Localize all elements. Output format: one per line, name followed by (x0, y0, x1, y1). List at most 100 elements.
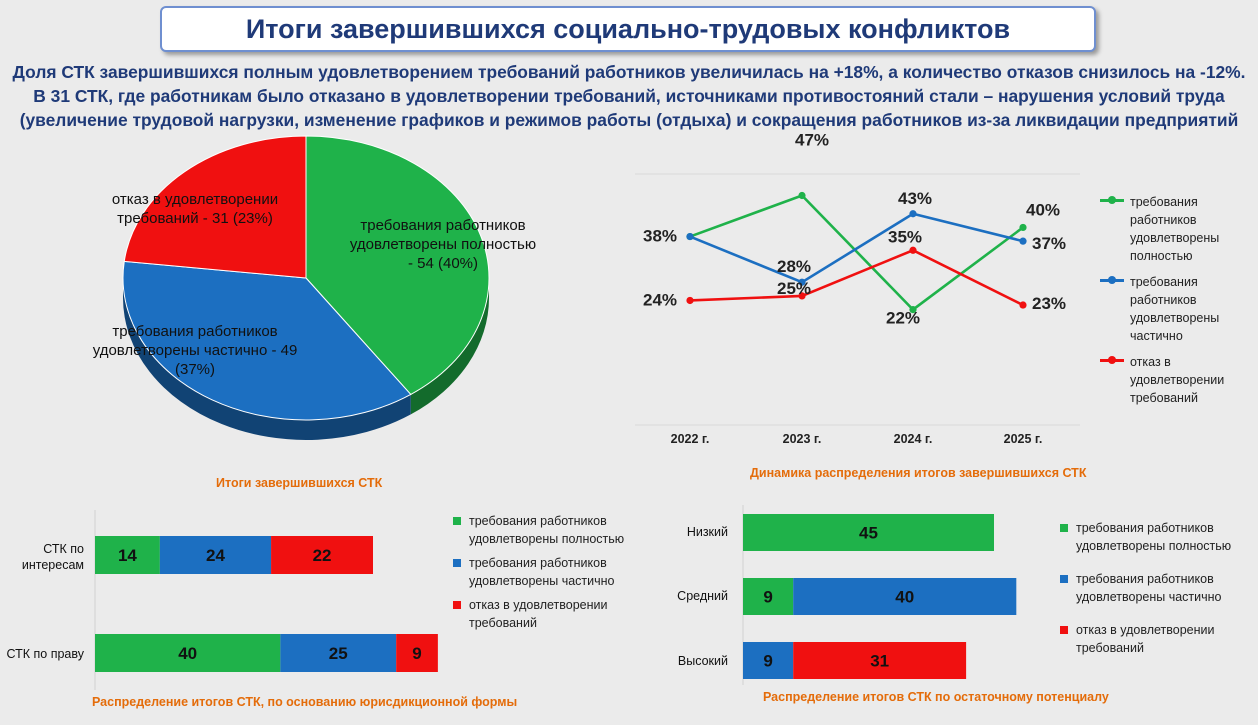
line-data-label: 47% (795, 131, 829, 150)
summary-line-1: Доля СТК завершившихся полным удовлетвор… (12, 62, 1246, 82)
bar1-category-law: СТК по праву (6, 647, 84, 661)
bar-value-label: 45 (859, 524, 878, 543)
summary-line-3: (увеличение трудовой нагрузки, изменение… (19, 110, 1239, 130)
bar-value-label: 25 (329, 644, 348, 663)
legend-label: отказ в удовлетворении требований (469, 598, 608, 630)
bar-value-label: 9 (763, 652, 772, 671)
legend-item-full: требования работников удовлетворены полн… (1100, 193, 1250, 265)
line-data-label: 28% (777, 257, 811, 276)
legend-label: отказ в удовлетворении требований (1130, 355, 1225, 405)
line-data-label: 37% (1032, 234, 1066, 253)
bar2-category-medium: Средний (677, 589, 728, 603)
legend-label: требования работников удовлетворены полн… (1130, 195, 1220, 263)
summary-line-2: В 31 СТК, где работникам было отказано в… (33, 86, 1225, 106)
line-x-tick: 2024 г. (894, 432, 933, 446)
stacked-bar-segment (793, 642, 967, 679)
stacked-bar-segment (159, 536, 272, 574)
legend-swatch (453, 601, 461, 609)
legend-item-partial: требования работников удовлетворены част… (1060, 570, 1250, 606)
bar1-legend: требования работников удовлетворены полн… (453, 512, 633, 632)
legend-label: требования работников удовлетворены част… (1076, 572, 1222, 604)
stacked-bar-segment (743, 642, 794, 679)
bar-value-label: 14 (118, 546, 137, 565)
legend-label: требования работников удовлетворены полн… (469, 514, 625, 546)
legend-swatch (1060, 575, 1068, 583)
stacked-bar-segment (743, 514, 994, 551)
bar-value-label: 31 (870, 652, 889, 671)
legend-swatch (453, 517, 461, 525)
line-point (909, 246, 917, 254)
stacked-bar-segment (95, 634, 281, 672)
line-point (798, 292, 806, 300)
pie-label-green: требования работников удовлетворены полн… (349, 217, 537, 272)
legend-item-refusal: отказ в удовлетворении требований (453, 596, 633, 632)
bar-value-label: 9 (412, 644, 421, 663)
bar2-caption: Распределение итогов СТК по остаточному … (763, 690, 1109, 704)
bar-value-label: 40 (178, 644, 197, 663)
line-point (686, 296, 694, 305)
line-caption: Динамика распределения итогов завершивши… (750, 466, 1087, 480)
bar2-category-high: Высокий (677, 654, 728, 668)
bar-value-label: 40 (895, 588, 914, 607)
bar1-category-interests: СТК по интересам (21, 542, 84, 572)
pie-caption: Итоги завершившихся СТК (216, 476, 383, 490)
line-point (1019, 301, 1027, 309)
line-data-label: 43% (898, 189, 932, 208)
line-data-label: 25% (777, 279, 811, 298)
line-data-label: 22% (886, 309, 920, 328)
line-point (909, 306, 917, 314)
pie-label-red: отказ в удовлетворении требований - 31 (… (111, 191, 279, 227)
line-x-tick: 2025 г. (1004, 432, 1043, 446)
legend-swatch (1060, 626, 1068, 634)
line-data-label: 40% (1026, 200, 1060, 219)
bar-value-label: 9 (763, 588, 772, 607)
bar-value-label: 24 (206, 546, 225, 565)
legend-item-full: требования работников удовлетворены полн… (1060, 519, 1250, 555)
line-x-tick: 2023 г. (783, 432, 822, 446)
pie-slice (123, 135, 307, 279)
legend-swatch (1100, 276, 1124, 284)
pie-slice-side (410, 278, 489, 415)
stacked-bar-segment (743, 578, 794, 615)
legend-swatch (1100, 196, 1124, 204)
legend-item-refusal: отказ в удовлетворении требований (1060, 621, 1250, 657)
line-data-label: 38% (643, 227, 677, 246)
line-x-tick: 2022 г. (671, 432, 710, 446)
legend-item-partial: требования работников удовлетворены част… (1100, 273, 1250, 345)
line-point (1019, 223, 1027, 232)
stacked-bar-segment (95, 536, 160, 574)
legend-swatch (453, 559, 461, 567)
summary-text: Доля СТК завершившихся полным удовлетвор… (0, 60, 1258, 132)
pie-slice (122, 260, 412, 421)
line-data-label: 23% (1032, 294, 1066, 313)
line-series (689, 212, 1024, 284)
legend-swatch (1060, 524, 1068, 532)
line-point (686, 232, 694, 241)
legend-label: требования работников удовлетворены част… (469, 556, 615, 588)
bar1-caption: Распределение итогов СТК, по основанию ю… (92, 695, 518, 709)
legend-item-full: требования работников удовлетворены полн… (453, 512, 633, 548)
line-series (689, 193, 1024, 312)
line-data-label: 24% (643, 290, 677, 309)
line-series (689, 248, 1024, 307)
legend-label: требования работников удовлетворены част… (1130, 275, 1220, 343)
legend-label: отказ в удовлетворении требований (1076, 623, 1215, 655)
stacked-bar-segment (793, 578, 1017, 615)
pie-slice-side (122, 278, 411, 440)
legend-label: требования работников удовлетворены полн… (1076, 521, 1232, 553)
line-point (909, 210, 917, 218)
line-legend: требования работников удовлетворены полн… (1100, 193, 1250, 407)
bar2-category-low: Низкий (686, 525, 728, 539)
line-point (798, 191, 806, 200)
line-data-label: 35% (888, 227, 922, 246)
stacked-bar-segment (280, 634, 397, 672)
stacked-bar-segment (396, 634, 438, 672)
legend-item-refusal: отказ в удовлетворении требований (1100, 353, 1250, 407)
line-point (1019, 237, 1027, 245)
legend-item-partial: требования работников удовлетворены част… (453, 554, 633, 590)
legend-swatch (1100, 356, 1124, 364)
page-title: Итоги завершившихся социально-трудовых к… (160, 6, 1096, 52)
pie-label-blue: требования работников удовлетворены част… (92, 323, 298, 378)
bar-value-label: 22 (313, 546, 332, 565)
